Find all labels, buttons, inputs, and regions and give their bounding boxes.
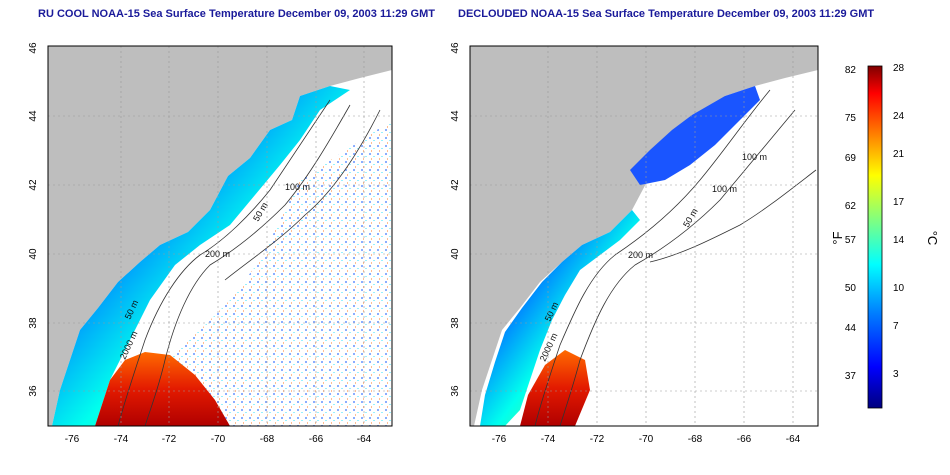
left-y-tick: 40 [28,248,39,260]
right-land [470,46,818,426]
left-y-tick: 44 [28,110,39,122]
left-map-panel: 100 m 50 m 200 m 50 m 2000 m [28,42,393,445]
celsius-tick: 17 [893,197,905,208]
left-land [48,46,392,426]
left-x-tick: -74 [114,434,129,445]
left-y-tick: 38 [28,317,39,329]
fahrenheit-tick: 50 [845,283,857,294]
colorbar: 82 75 69 62 57 50 44 37 28 24 21 17 14 1… [830,63,940,409]
right-y-axis: 46 44 42 40 38 36 [450,42,461,397]
right-x-tick: -68 [688,434,703,445]
right-contour-label-200m: 200 m [628,250,653,260]
celsius-tick: 7 [893,321,899,332]
colorbar-fahrenheit-ticks: 82 75 69 62 57 50 44 37 [845,65,857,382]
celsius-tick: 3 [893,369,899,380]
colorbar-scale [867,65,883,409]
celsius-tick: 10 [893,283,905,294]
celsius-tick: 28 [893,63,905,74]
fahrenheit-tick: 44 [845,323,857,334]
right-x-tick: -76 [492,434,507,445]
left-y-tick: 36 [28,385,39,397]
celsius-tick: 24 [893,111,905,122]
fahrenheit-tick: 82 [845,65,857,76]
right-map-title: DECLOUDED NOAA-15 Sea Surface Temperatur… [458,8,875,20]
right-y-tick: 44 [450,110,461,122]
right-x-tick: -64 [786,434,801,445]
right-sst-north [630,86,760,185]
left-x-tick: -70 [211,434,226,445]
fahrenheit-tick: 69 [845,153,857,164]
fahrenheit-unit-label: °F [830,231,845,244]
right-contour-label-100m: 100 m [712,184,737,194]
left-sst-shelf [52,86,350,426]
left-contour-label-200m: 200 m [205,249,230,259]
left-contours [117,99,381,426]
left-x-tick: -66 [309,434,324,445]
left-cloud-field [160,120,392,426]
left-y-tick: 42 [28,179,39,191]
right-x-tick: -66 [737,434,752,445]
fahrenheit-tick: 75 [845,113,857,124]
left-grid [48,46,392,426]
right-sst-shelf [480,210,640,426]
right-y-tick: 40 [450,248,461,260]
right-y-tick: 38 [450,317,461,329]
right-x-tick: -74 [541,434,556,445]
colorbar-celsius-ticks: 28 24 21 17 14 10 7 3 [893,63,905,380]
left-y-axis: 46 44 42 40 38 36 [28,42,39,397]
left-map-title: RU COOL NOAA-15 Sea Surface Temperature … [38,8,435,20]
fahrenheit-tick: 57 [845,235,857,246]
left-x-tick: -68 [260,434,275,445]
celsius-tick: 14 [893,235,905,246]
left-y-tick: 46 [28,42,39,54]
celsius-tick: 21 [893,149,905,160]
right-y-tick: 46 [450,42,461,54]
right-contour-label-100m-north: 100 m [742,152,767,162]
right-x-axis: -76 -74 -72 -70 -68 -66 -64 [492,434,801,445]
celsius-unit-label: °C [925,231,940,246]
left-x-axis: -76 -74 -72 -70 -68 -66 -64 [65,434,372,445]
right-x-tick: -72 [590,434,605,445]
left-x-tick: -64 [357,434,372,445]
right-y-tick: 42 [450,179,461,191]
fahrenheit-tick: 37 [845,371,857,382]
left-x-tick: -76 [65,434,80,445]
right-y-tick: 36 [450,385,461,397]
fahrenheit-tick: 62 [845,201,857,212]
right-x-tick: -70 [639,434,654,445]
left-x-tick: -72 [162,434,177,445]
right-grid [470,46,818,426]
right-warm-water [520,350,590,426]
right-map-panel: 100 m 100 m 50 m 200 m 50 m 2000 m [450,42,819,445]
left-warm-water [95,352,230,426]
left-contour-label-100m: 100 m [285,182,310,192]
